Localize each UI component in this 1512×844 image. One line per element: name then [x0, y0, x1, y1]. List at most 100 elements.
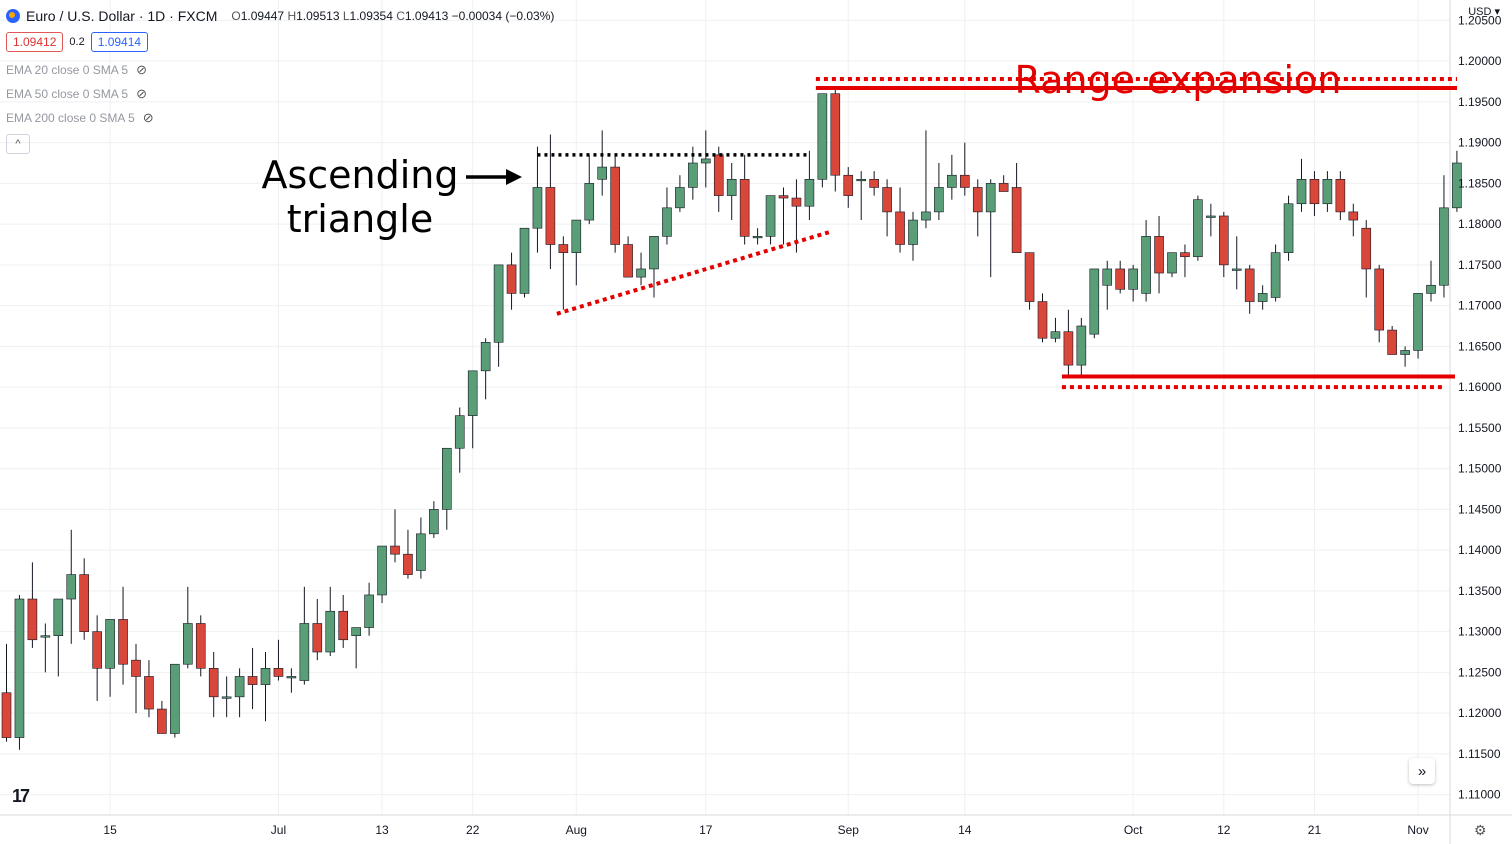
candle-down — [157, 708, 167, 734]
chart-legend: Euro / U.S. Dollar · 1D · FXCM O1.09447 … — [6, 6, 554, 154]
candle-down — [558, 244, 569, 253]
candle-down — [778, 195, 789, 199]
collapse-legend-button[interactable]: ^ — [6, 134, 30, 154]
candle-up — [1206, 215, 1216, 218]
time-tick-label: Nov — [1407, 823, 1428, 837]
ohlc-values: O1.09447 H1.09513 L1.09354 C1.09413 −0.0… — [231, 9, 555, 23]
low-value: 1.09354 — [349, 9, 393, 23]
time-tick-label: Aug — [566, 823, 587, 837]
candle-down — [1348, 211, 1359, 221]
price-tick-label: 1.11500 — [1458, 747, 1501, 761]
candle-down — [869, 179, 879, 188]
open-value: 1.09447 — [240, 9, 285, 23]
scroll-to-realtime-button[interactable]: » — [1409, 758, 1435, 784]
candle-up — [1128, 268, 1138, 290]
candle-up — [1452, 162, 1462, 209]
candle-down — [1180, 252, 1190, 258]
candle-up — [934, 187, 944, 213]
candle-down — [338, 610, 349, 641]
candle-up — [921, 211, 931, 221]
candle-up — [454, 415, 465, 449]
indicator-ema50[interactable]: EMA 50 close 0 SMA 5 ⊘ — [6, 82, 554, 106]
candle-up — [429, 509, 439, 535]
eye-hidden-icon[interactable]: ⊘ — [136, 62, 147, 77]
price-tick-label: 1.20000 — [1458, 54, 1502, 68]
settings-gear-icon[interactable]: ⚙ — [1474, 822, 1487, 838]
time-tick-label: 17 — [699, 823, 713, 837]
price-tick-label: 1.17500 — [1458, 258, 1502, 272]
time-tick-label: 14 — [958, 823, 972, 837]
candle-down — [144, 676, 154, 710]
candle-up — [170, 663, 180, 734]
candle-down — [1309, 179, 1320, 205]
candle-up — [662, 207, 672, 237]
candle-up — [493, 264, 504, 343]
candle-up — [908, 219, 918, 245]
candle-down — [1387, 329, 1397, 355]
candle-up — [947, 174, 957, 188]
candle-down — [79, 574, 89, 632]
candle-up — [752, 236, 763, 239]
time-tick-label: 12 — [1217, 823, 1231, 837]
price-tick-label: 1.19500 — [1458, 95, 1502, 109]
candle-down — [131, 659, 141, 677]
candle-up — [649, 236, 659, 270]
price-tick-label: 1.19000 — [1458, 136, 1502, 150]
price-tick-label: 1.14000 — [1458, 543, 1502, 557]
candle-up — [1322, 179, 1333, 205]
indicator-list: EMA 20 close 0 SMA 5 ⊘ EMA 50 close 0 SMA… — [6, 58, 554, 130]
candle-up — [234, 676, 245, 698]
candle-up — [1141, 236, 1151, 294]
sell-button[interactable]: 1.09412 — [6, 32, 64, 52]
change-value: −0.00034 (−0.03%) — [451, 9, 555, 23]
candle-up — [1167, 252, 1177, 274]
candle-down — [1219, 215, 1229, 266]
candle-up — [1257, 293, 1268, 302]
time-tick-label: 21 — [1308, 823, 1322, 837]
candle-up — [1089, 268, 1100, 335]
time-tick-label: Oct — [1124, 823, 1143, 837]
candle-down — [623, 244, 633, 278]
price-tick-label: 1.20500 — [1458, 13, 1502, 27]
candle-up — [183, 623, 193, 665]
candle-up — [299, 623, 310, 681]
price-tick-label: 1.18000 — [1458, 217, 1502, 231]
price-tick-label: 1.13500 — [1458, 584, 1502, 598]
triangle-annotation-label: Ascending — [261, 153, 458, 197]
candle-down — [1335, 179, 1346, 213]
eye-hidden-icon[interactable]: ⊘ — [142, 110, 154, 125]
candle-up — [636, 268, 646, 278]
candle-down — [843, 174, 854, 196]
candle-up — [377, 545, 387, 596]
triangle-support-line — [556, 230, 830, 316]
close-value: 1.09413 — [404, 9, 449, 23]
candle-down — [312, 623, 323, 653]
candle-up — [571, 219, 582, 253]
candle-down — [1011, 187, 1022, 253]
indicator-ema20[interactable]: EMA 20 close 0 SMA 5 ⊘ — [6, 58, 554, 82]
candle-down — [247, 676, 258, 685]
currency-selector[interactable]: USD ▾ — [1468, 6, 1500, 18]
indicator-ema200[interactable]: EMA 200 close 0 SMA 5 ⊘ — [6, 106, 554, 130]
candle-down — [545, 187, 556, 245]
symbol-title[interactable]: Euro / U.S. Dollar · 1D · FXCM — [26, 8, 218, 24]
indicator-label: EMA 200 close 0 SMA 5 — [6, 111, 135, 125]
double-chevron-right-icon: » — [1417, 762, 1427, 780]
candle-up — [467, 370, 478, 416]
candle-up — [416, 533, 426, 571]
candle-down — [972, 187, 983, 213]
eye-hidden-icon[interactable]: ⊘ — [136, 86, 147, 101]
candle-down — [273, 667, 284, 677]
buy-button[interactable]: 1.09414 — [90, 32, 149, 52]
candle-up — [584, 183, 595, 221]
candle-up — [675, 187, 685, 209]
candle-down — [830, 93, 841, 176]
candle-down — [895, 211, 905, 245]
candle-up — [1426, 284, 1436, 294]
range-annotation-label: Range expansion — [1015, 58, 1342, 102]
candle-up — [597, 166, 608, 180]
price-tick-label: 1.15000 — [1458, 462, 1502, 476]
tradingview-logo-icon[interactable]: 17 — [12, 786, 30, 806]
candle-down — [390, 545, 400, 555]
